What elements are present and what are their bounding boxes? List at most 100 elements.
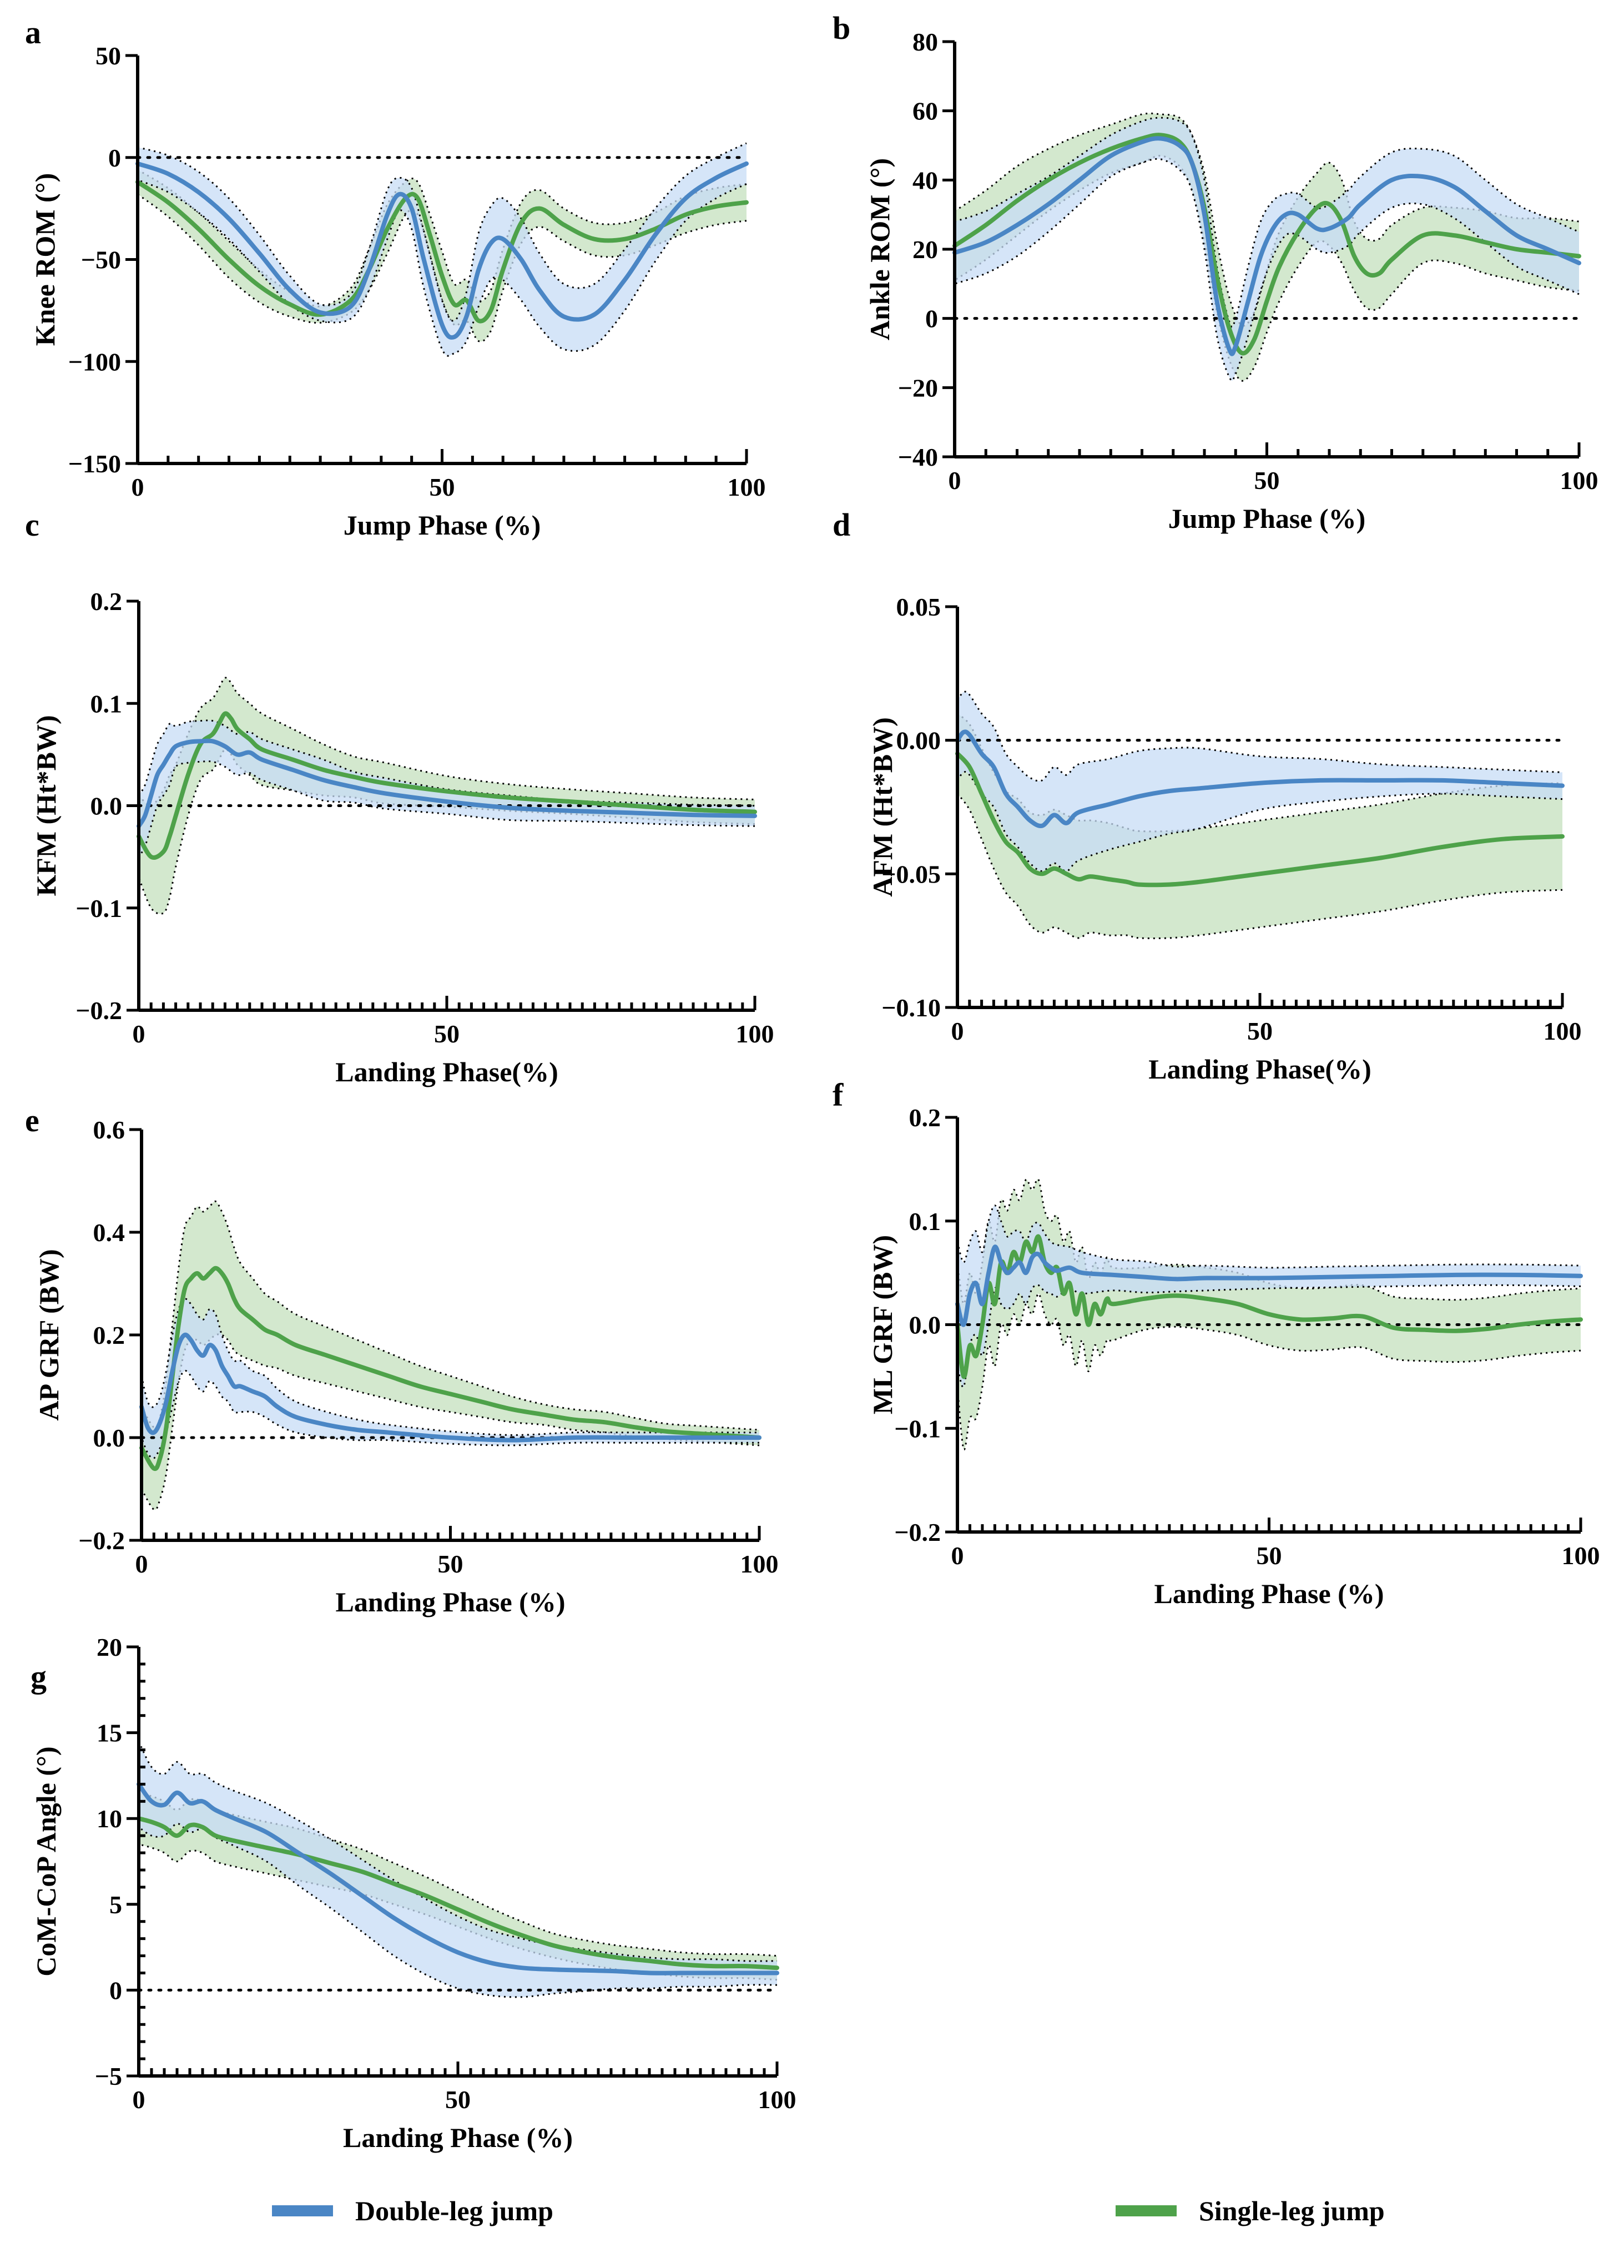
panel-f: f 0 50 100 −0.2 −0.1 0.0 0.1 0.2 Landing Phase (%… (833, 1077, 1600, 1609)
y-tick-label: 0.0 (90, 792, 123, 820)
x-axis-title: Landing Phase(%) (335, 1056, 558, 1087)
x-tick-label: 50 (445, 2085, 471, 2114)
y-axis-title: ML GRF (BW) (867, 1235, 898, 1414)
x-axis-title: Landing Phase (%) (336, 1586, 566, 1617)
sd-band-lower-edge-single-leg (140, 1333, 760, 1511)
mean-line-double-leg (135, 161, 749, 340)
x-tick-label: 100 (1560, 466, 1598, 495)
panel-letter: f (833, 1077, 844, 1113)
panel-letter: a (25, 14, 41, 51)
sd-band-upper-edge-double-leg (137, 142, 747, 322)
y-tick-label: 0.6 (93, 1116, 125, 1144)
mean-line-single-leg (137, 711, 757, 860)
legend-label-double-leg: Double-leg jump (355, 2195, 553, 2226)
mean-line-double-leg (955, 1244, 1583, 1327)
legend-label-single-leg: Single-leg jump (1199, 2195, 1385, 2226)
y-tick-label: 40 (912, 166, 938, 194)
sd-band-single-leg (957, 713, 1562, 939)
sd-band-lower-edge-double-leg (140, 1370, 760, 1459)
mean-line-double-leg (137, 1782, 779, 1975)
sd-bands (956, 691, 1563, 939)
x-tick-label: 0 (133, 2085, 145, 2114)
x-tick-label: 100 (1544, 1017, 1582, 1045)
x-axis-title: Landing Phase (%) (1154, 1578, 1384, 1609)
y-tick-label: 0.1 (909, 1207, 941, 1236)
sd-bands (138, 677, 755, 915)
sd-band-upper-edge-double-leg (138, 719, 755, 807)
y-axis-title: Knee ROM (°) (29, 173, 60, 346)
y-tick-label: −0.2 (75, 996, 122, 1025)
sd-band-upper-edge-double-leg (956, 691, 1563, 782)
sd-band-lower-edge-double-leg (138, 760, 755, 858)
y-tick-label: 15 (97, 1719, 122, 1747)
y-axis-title: AFM (Ht*BW) (867, 717, 898, 897)
y-tick-label: 5 (109, 1891, 122, 1919)
x-tick-label: 50 (1257, 1541, 1282, 1570)
legend: Double-leg jump Single-leg jump (272, 2195, 1385, 2226)
y-tick-label: 0 (925, 305, 938, 333)
sd-band-double-leg (139, 720, 755, 857)
x-tick-label: 100 (758, 2085, 796, 2114)
sd-band-lower-edge-single-leg (956, 793, 1563, 939)
y-axis-title: CoM-CoP Angle (°) (31, 1746, 62, 1976)
x-tick-label: 50 (430, 473, 455, 501)
mean-line-single-leg (955, 751, 1565, 888)
y-tick-label: 50 (95, 42, 121, 70)
y-tick-label: 0.2 (93, 1321, 125, 1349)
x-tick-label: 0 (951, 1017, 964, 1045)
panel-e: e 0 50 100 −0.2 0.0 0.2 0.4 0.6 Landing Phase (%)… (25, 1102, 779, 1617)
x-tick-label: 50 (1247, 1017, 1273, 1045)
sd-bands (954, 112, 1580, 382)
sd-band-lower-edge-single-leg (138, 748, 755, 915)
panel-d: d 0 50 100 −0.10 −0.05 0.00 0.05 Landing Phase(%… (833, 507, 1582, 1085)
y-tick-label: −40 (898, 443, 938, 471)
sd-band-single-leg (142, 1201, 759, 1510)
x-tick-label: 0 (951, 1541, 964, 1570)
x-axis-title: Jump Phase (%) (1168, 503, 1366, 534)
x-tick-label: 0 (949, 466, 961, 495)
sd-bands (138, 1741, 778, 1998)
x-tick-label: 0 (132, 473, 144, 501)
x-axis-title: Landing Phase(%) (1148, 1054, 1371, 1085)
y-tick-label: −0.2 (78, 1526, 125, 1555)
sd-band-upper-edge-double-leg (140, 1298, 759, 1436)
panel-c: c 0 50 100 −0.2 −0.1 0.0 0.1 0.2 Landing Phase(%)… (25, 507, 774, 1087)
y-tick-label: −20 (898, 374, 938, 402)
y-tick-label: 20 (912, 235, 938, 264)
mean-line-single-leg (137, 1816, 779, 1970)
y-axis-title: AP GRF (BW) (33, 1249, 64, 1420)
y-tick-label: 60 (912, 97, 938, 125)
sd-band-lower-edge-single-leg (137, 193, 747, 342)
y-tick-label: −50 (81, 246, 121, 274)
mean-line-double-leg (955, 729, 1565, 828)
mean-line-single-leg (139, 1266, 761, 1471)
sd-band-single-leg (955, 113, 1579, 381)
sd-band-upper-edge-double-leg (138, 1741, 778, 1962)
panel-g: g 0 50 100 −5 0 5 10 15 20 Landing Phase (%) CoM-Co… (31, 1633, 796, 2153)
y-tick-label: −0.10 (881, 994, 941, 1022)
y-tick-label: −0.1 (75, 894, 122, 923)
mean-lines (137, 711, 757, 860)
sd-band-lower-edge-single-leg (956, 1292, 1581, 1450)
y-tick-label: 80 (912, 28, 938, 56)
panel-b: b 0 50 100 −40 −20 0 20 40 60 80 Jump Phase (%) Ankl… (833, 10, 1598, 534)
panel-letter: g (31, 1659, 47, 1695)
sd-band-upper-edge-single-leg (957, 713, 1563, 833)
x-tick-label: 50 (1254, 466, 1280, 495)
x-tick-label: 0 (135, 1550, 148, 1578)
sd-band-upper-edge-single-leg (140, 1200, 760, 1431)
x-tick-label: 50 (438, 1550, 463, 1578)
y-tick-label: 0.00 (896, 727, 941, 755)
x-tick-label: 100 (740, 1550, 779, 1578)
y-axis-title: Ankle ROM (°) (864, 158, 895, 340)
panel-letter: d (833, 507, 850, 543)
y-tick-label: 0.0 (909, 1311, 941, 1339)
mean-lines (137, 1782, 779, 1975)
panel-a: a 0 50 100 −150 −100 −50 0 50 Jump Phase (%) Knee … (25, 14, 766, 541)
x-tick-label: 100 (1562, 1541, 1600, 1570)
y-tick-label: −150 (68, 450, 121, 478)
sd-band-lower-edge-double-leg (954, 158, 1580, 382)
mean-line-single-leg (952, 133, 1581, 356)
x-tick-label: 100 (736, 1020, 774, 1048)
